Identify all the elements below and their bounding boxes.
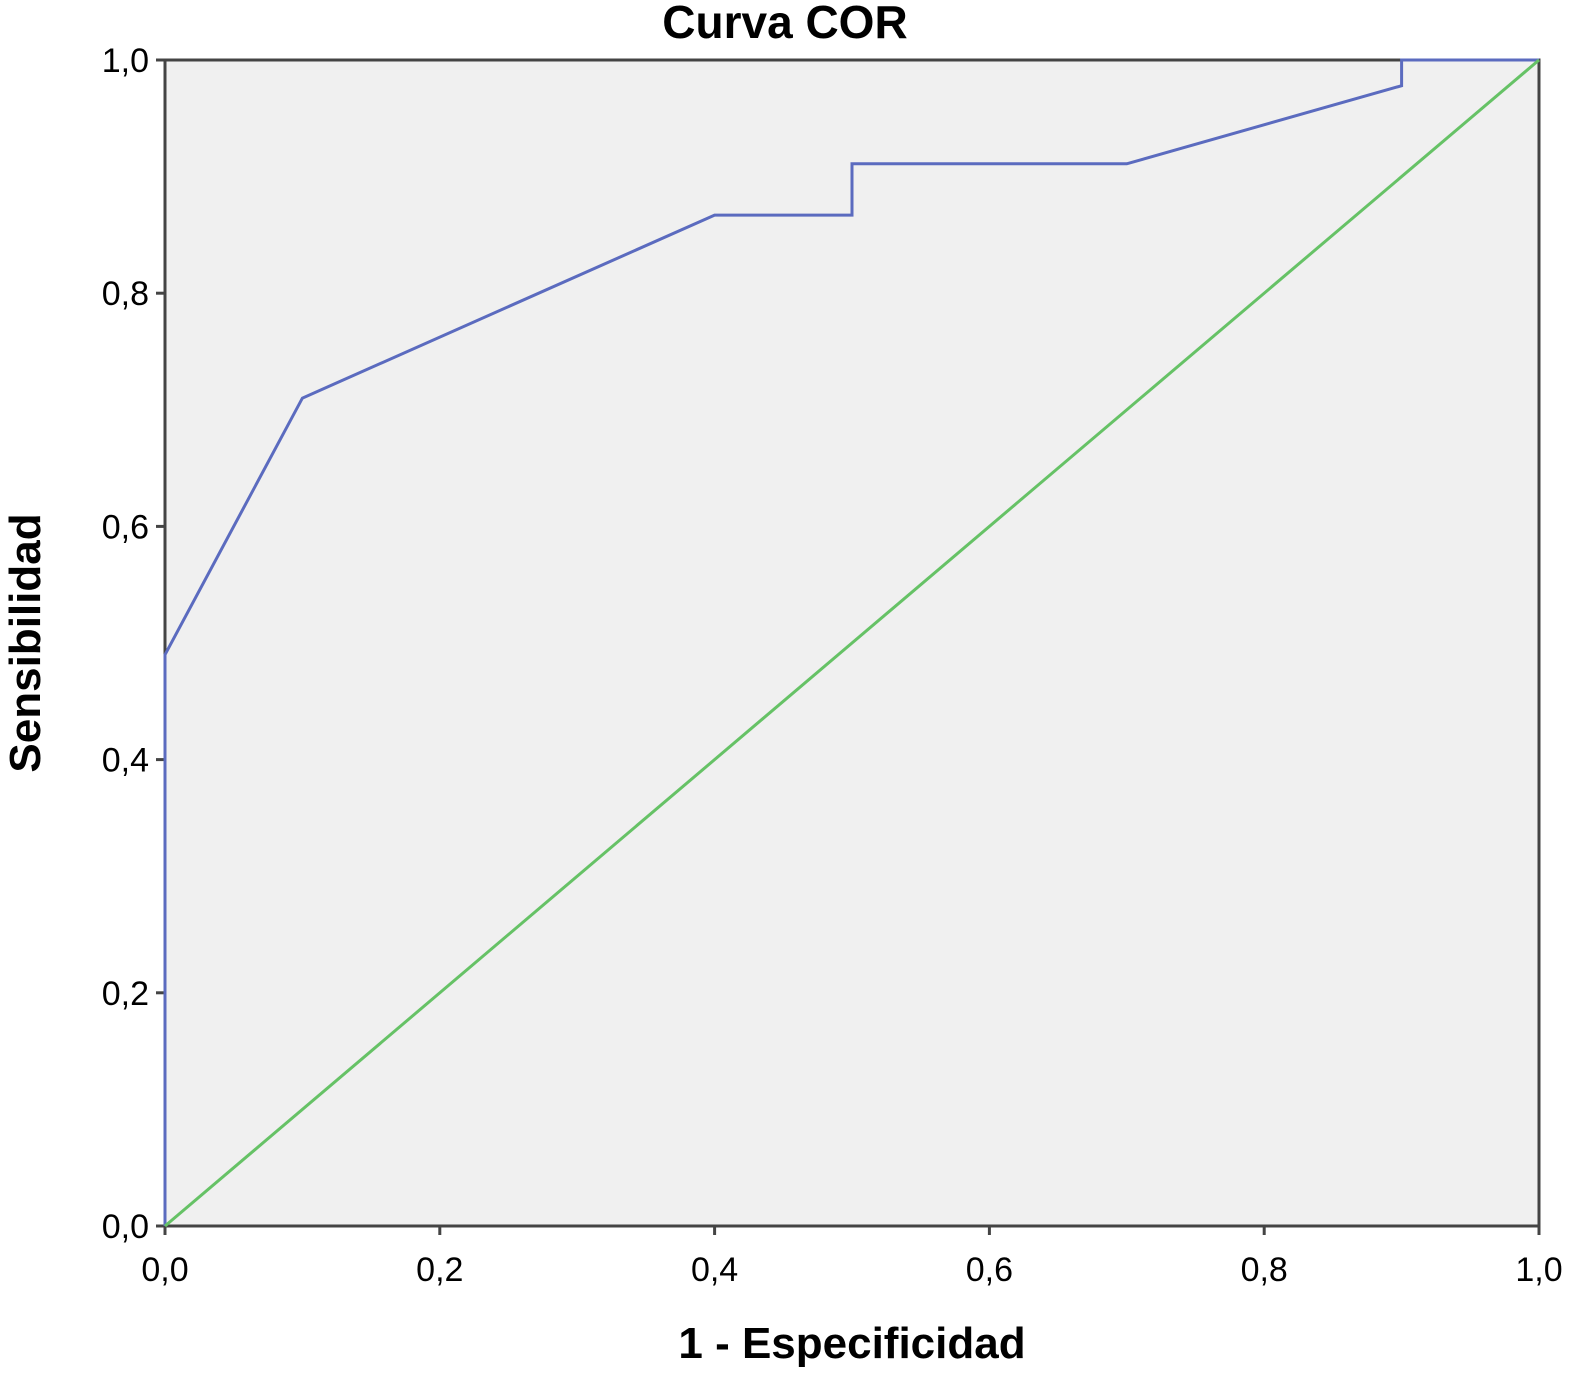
x-tick-label: 0,0 xyxy=(141,1251,188,1289)
y-tick-label: 1,0 xyxy=(102,42,149,80)
y-tick-label: 0,8 xyxy=(102,275,149,313)
x-tick-label: 0,6 xyxy=(966,1251,1013,1289)
x-axis-label: 1 - Especificidad xyxy=(678,1319,1025,1368)
x-tick-label: 0,8 xyxy=(1241,1251,1288,1289)
y-axis-label: Sensibilidad xyxy=(1,513,50,772)
axis-ticks: 0,0 0,2 0,4 0,6 0,8 1,0 0,0 0,2 0,4 0,6 0,8 1,0 xyxy=(102,42,1563,1289)
chart-title: Curva COR xyxy=(662,0,907,48)
y-tick-label: 0,4 xyxy=(102,742,149,780)
x-tick-label: 0,2 xyxy=(416,1251,463,1289)
series-group xyxy=(163,58,1540,1228)
y-tick-label: 0,0 xyxy=(102,1208,149,1246)
x-tick-label: 0,4 xyxy=(691,1251,738,1289)
roc-curve-line xyxy=(163,58,1539,1226)
reference-diagonal-line xyxy=(164,58,1540,1228)
y-tick-label: 0,6 xyxy=(102,508,149,546)
y-tick-label: 0,2 xyxy=(102,975,149,1013)
x-tick-label: 1,0 xyxy=(1515,1251,1562,1289)
